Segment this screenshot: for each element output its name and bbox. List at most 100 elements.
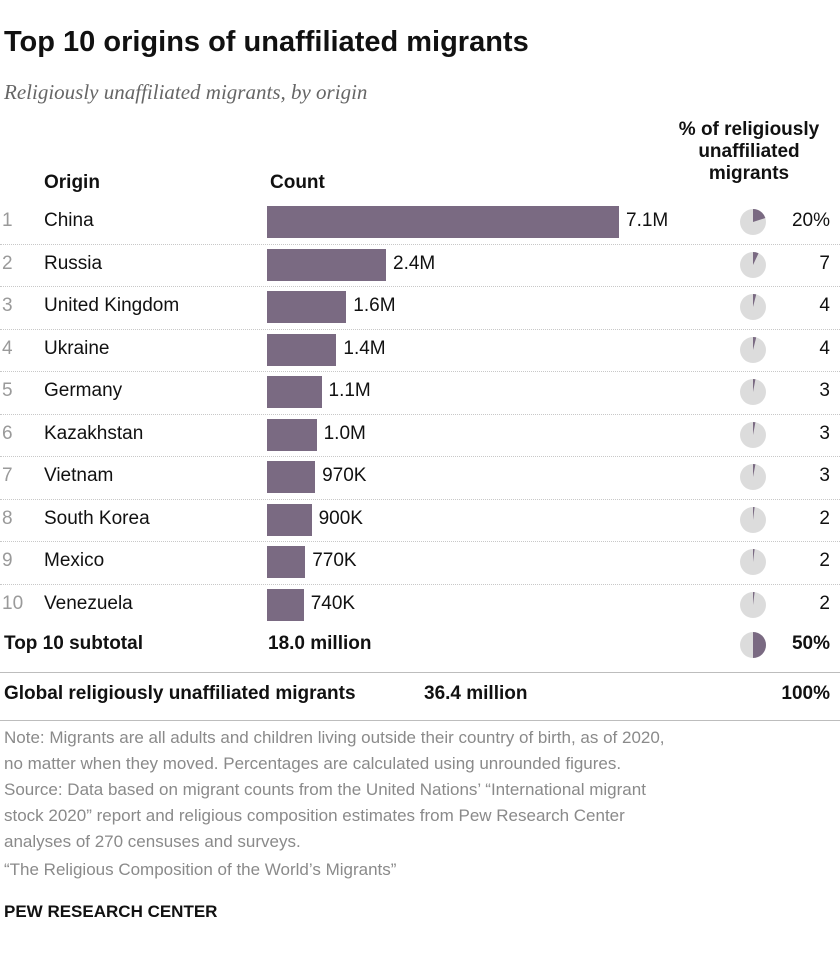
source-line: stock 2020” report and religious composi…: [4, 806, 625, 825]
bar-value-label: 900K: [318, 507, 363, 529]
row-rank: 5: [2, 380, 13, 401]
row-origin: Kazakhstan: [44, 422, 144, 444]
bar-value-label: 1.0M: [323, 422, 366, 444]
row-origin: Venezuela: [44, 592, 133, 614]
row-pct-label: 3: [819, 465, 830, 486]
row-divider: [0, 286, 840, 287]
row-pct-label: 3: [819, 380, 830, 401]
bar: [267, 418, 317, 451]
row-origin: United Kingdom: [44, 295, 180, 316]
row-rank: 3: [2, 295, 13, 316]
global-divider: [0, 672, 840, 673]
pie-slice: [753, 549, 755, 562]
table-row: 6 Kazakhstan 1.0M 3: [0, 414, 840, 456]
pie-mark: [740, 251, 766, 278]
row-pct-label: 2: [819, 592, 830, 614]
pie-slice: [753, 209, 766, 222]
row-origin: Mexico: [44, 550, 105, 571]
bar-value-label: 2.4M: [393, 252, 436, 274]
count-column-header: Count: [270, 172, 325, 193]
row-divider: [0, 456, 840, 457]
global-label: Global religiously unaffiliated migrants: [4, 683, 356, 704]
pie-mark: [740, 591, 766, 618]
bar-value-label: 7.1M: [626, 210, 669, 231]
row-divider: [0, 243, 840, 245]
pie-mark: [740, 379, 766, 405]
pie-mark: [740, 336, 766, 363]
pie-slice: [753, 336, 757, 350]
pie-slice: [753, 464, 756, 477]
report-title-line: “The Religious Composition of the World’…: [4, 860, 397, 879]
global-pct: 100%: [781, 683, 830, 704]
row-origin: Ukraine: [44, 337, 110, 359]
note-line: no matter when they moved. Percentages a…: [4, 754, 622, 773]
chart-title: Top 10 origins of unaffiliated migrants: [4, 26, 529, 58]
row-rank: 2: [2, 252, 13, 274]
row-divider: [0, 583, 840, 585]
subtotal-pct: 50%: [791, 633, 830, 654]
bar: [267, 248, 386, 281]
note-line: Note: Migrants are all adults and childr…: [4, 728, 665, 747]
table-row: 2 Russia 2.4M 7: [0, 244, 840, 286]
row-divider: [0, 541, 840, 542]
bar: [267, 461, 316, 493]
subtotal-pie: [740, 632, 766, 658]
subtotal-label: Top 10 subtotal: [4, 633, 143, 654]
source-line: analyses of 270 censuses and surveys.: [4, 832, 301, 851]
global-value: 36.4 million: [424, 683, 528, 704]
pie-slice: [753, 421, 756, 435]
row-origin: China: [44, 210, 94, 231]
bar: [267, 588, 304, 621]
percent-header-line: % of religiously: [678, 119, 820, 140]
row-pct-label: 4: [819, 295, 830, 316]
row-divider: [0, 413, 840, 415]
row-rank: 9: [2, 550, 13, 571]
row-divider: [0, 328, 840, 330]
percent-header-line: migrants: [708, 163, 790, 184]
row-origin: Germany: [44, 380, 123, 401]
table-row: 7 Vietnam 970K 3: [0, 456, 840, 498]
bar-value-label: 1.1M: [328, 380, 371, 401]
table-row: 1 China 7.1M 20%: [0, 201, 840, 243]
row-rank: 4: [2, 337, 13, 359]
bar-value-label: 770K: [312, 550, 357, 571]
percent-column-header: % of religiously unaffiliated migrants: [660, 119, 838, 185]
bar-value-label: 1.6M: [353, 295, 396, 316]
bar: [267, 291, 347, 323]
row-pct-label: 3: [819, 422, 830, 444]
row-origin: Vietnam: [44, 465, 114, 486]
pie-slice: [753, 591, 755, 605]
row-origin: South Korea: [44, 507, 150, 529]
row-origin: Russia: [44, 252, 103, 274]
table-row: 10 Venezuela 740K 2: [0, 584, 840, 626]
subtotal-row: Top 10 subtotal 18.0 million 50%: [0, 624, 840, 666]
subtotal-value: 18.0 million: [268, 633, 372, 654]
pie-slice: [753, 251, 759, 265]
table-row: 3 United Kingdom 1.6M 4: [0, 286, 840, 328]
pie-slice: [753, 632, 766, 658]
bar: [267, 376, 322, 408]
notes-divider: [0, 720, 840, 721]
brand-logo-text: PEW RESEARCH CENTER: [4, 902, 218, 921]
chart-subtitle: Religiously unaffiliated migrants, by or…: [4, 80, 368, 104]
pie-mark: [740, 294, 766, 320]
row-pct-label: 2: [819, 550, 830, 571]
pie-mark: [740, 464, 766, 490]
source-line: Source: Data based on migrant counts fro…: [4, 780, 646, 799]
row-rank: 10: [2, 592, 24, 614]
row-rank: 1: [2, 210, 13, 231]
table-row: 5 Germany 1.1M 3: [0, 371, 840, 413]
row-rank: 7: [2, 465, 13, 486]
pie-mark: [740, 506, 766, 533]
bar-value-label: 1.4M: [343, 337, 386, 359]
bar-value-label: 970K: [322, 465, 367, 486]
origin-column-header: Origin: [44, 172, 100, 193]
row-rank: 6: [2, 422, 13, 444]
pie-slice: [753, 506, 755, 520]
bar: [267, 546, 306, 578]
row-divider: [0, 498, 840, 500]
percent-header-line: unaffiliated: [698, 141, 800, 162]
row-pct-label: 4: [819, 337, 830, 359]
row-divider: [0, 371, 840, 372]
pie-mark: [740, 209, 766, 235]
